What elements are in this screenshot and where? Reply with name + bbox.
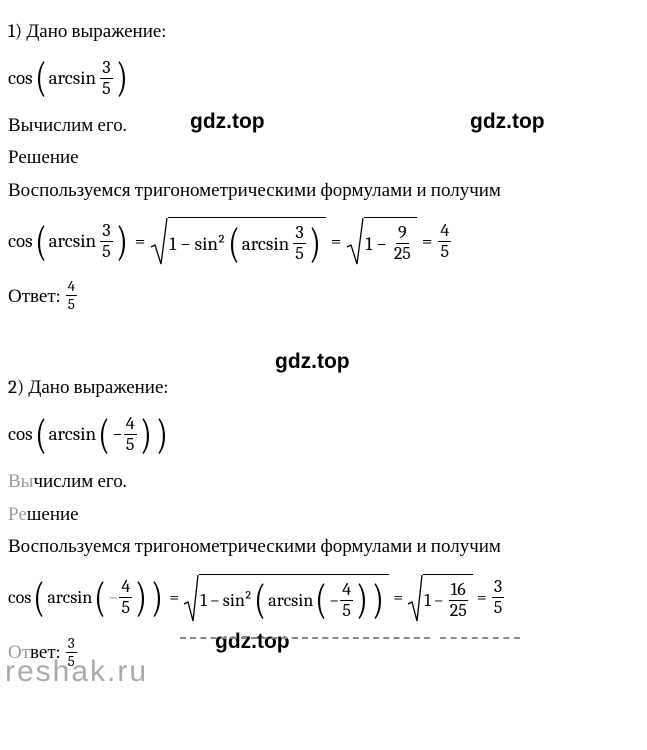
- t: cos: [8, 230, 33, 252]
- t: 1: [424, 590, 431, 611]
- n: 3: [492, 578, 504, 598]
- p1-equation: cos ( arcsin 35 ) = 1 − sin² ( arcsin 35…: [8, 217, 639, 265]
- n: 3: [66, 636, 77, 653]
- arcsin-text: arcsin: [49, 67, 96, 89]
- answer-label: Ответ:: [8, 283, 61, 310]
- lparen: (: [35, 61, 46, 95]
- n: 4: [124, 415, 137, 435]
- p1-method: Воспользуемся тригонометрическими формул…: [8, 177, 639, 204]
- sqrt2: 1 − 1625: [407, 574, 473, 622]
- cos-text: cos: [8, 67, 33, 89]
- p2-expression: cos ( arcsin ( − 45 ) ): [8, 415, 639, 454]
- eq: =: [393, 587, 403, 608]
- frac-3-5: 3 5: [100, 59, 113, 98]
- t: arcsin: [49, 423, 96, 445]
- paren-group: ( arcsin 3 5 ): [33, 59, 130, 98]
- t: 1: [365, 233, 372, 255]
- t: −: [210, 590, 220, 611]
- t: числим его.: [33, 470, 126, 492]
- d: 25: [448, 601, 469, 620]
- n: 16: [449, 581, 468, 601]
- t: cos: [8, 587, 31, 608]
- n: 3: [100, 222, 112, 242]
- d: 5: [492, 598, 505, 617]
- t: 1: [200, 590, 207, 611]
- d: 25: [392, 244, 413, 263]
- p2-solution-label: Решение: [8, 501, 639, 528]
- d: 5: [340, 601, 353, 620]
- t: −: [108, 587, 118, 608]
- t: sin²: [223, 590, 252, 611]
- t: −: [112, 423, 123, 445]
- t: −: [434, 590, 444, 611]
- d: 5: [119, 598, 132, 617]
- num: 3: [100, 59, 112, 79]
- eq: =: [331, 230, 342, 252]
- t: cos: [8, 423, 33, 445]
- sqrt2: 1 − 925: [346, 217, 416, 265]
- t: arcsin: [268, 590, 313, 611]
- p2-given: 2) Дано выражение:: [8, 374, 639, 401]
- d: 5: [66, 296, 77, 312]
- eq: =: [169, 587, 179, 608]
- sqrt1: 1 − sin² ( arcsin ( − 45 ) ): [183, 574, 389, 622]
- eq: =: [477, 587, 487, 608]
- n: 4: [66, 279, 77, 296]
- t: arcsin: [242, 233, 289, 255]
- d: 5: [293, 244, 306, 263]
- den: 5: [100, 79, 113, 98]
- n: 4: [119, 578, 132, 598]
- n: 9: [396, 224, 409, 244]
- d: 5: [100, 242, 113, 261]
- p2-method: Воспользуемся тригонометрическими формул…: [8, 533, 639, 560]
- t: −: [180, 233, 191, 255]
- t: sin²: [195, 233, 226, 255]
- eq: =: [135, 230, 146, 252]
- t: 1: [169, 233, 176, 255]
- p2-answer: Ответ: 35: [8, 636, 639, 669]
- t: −: [376, 233, 387, 255]
- t: −: [329, 590, 339, 611]
- t: arcsin: [47, 587, 92, 608]
- rparen: ): [116, 61, 127, 95]
- d: 5: [124, 435, 137, 454]
- d: 5: [439, 242, 452, 261]
- p2-compute: Вычислим его.: [8, 468, 639, 495]
- p1-answer: Ответ: 45: [8, 279, 639, 312]
- n: 3: [293, 224, 305, 244]
- sqrt1: 1 − sin² ( arcsin 35 ): [150, 217, 326, 265]
- p1-compute: Вычислим его.: [8, 112, 639, 139]
- n: 4: [340, 581, 353, 601]
- p1-given: 1) Дано выражение:: [8, 18, 639, 45]
- d: 5: [66, 653, 77, 669]
- eq: =: [422, 230, 433, 252]
- p1-solution-label: Решение: [8, 144, 639, 171]
- n: 4: [438, 222, 451, 242]
- p1-expression: cos ( arcsin 3 5 ): [8, 59, 639, 98]
- t: arcsin: [49, 230, 96, 252]
- p2-equation: cos ( arcsin ( − 45 ) ) = 1 − sin² ( arc…: [8, 574, 639, 622]
